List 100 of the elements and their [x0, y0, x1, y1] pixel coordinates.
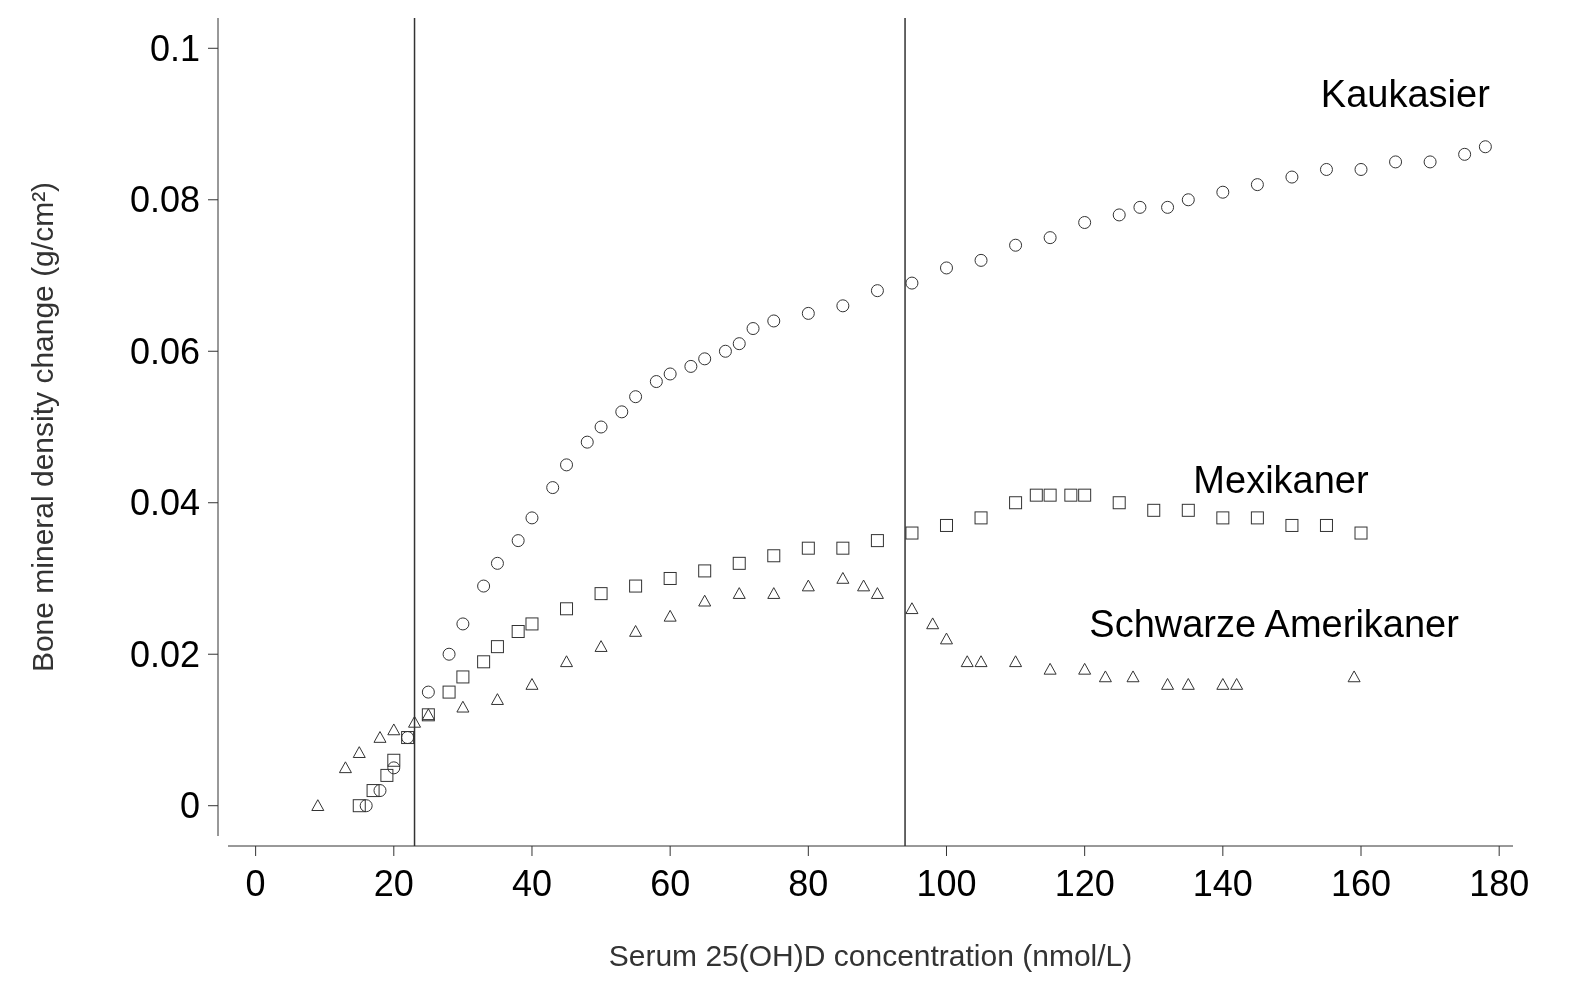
point [1319, 162, 1333, 176]
point [870, 284, 884, 298]
point [1354, 162, 1368, 176]
point [974, 253, 988, 267]
point [836, 299, 850, 313]
point [1078, 488, 1092, 502]
point [1078, 216, 1092, 229]
point [1347, 670, 1361, 683]
point [974, 511, 988, 525]
point [746, 322, 760, 336]
series-label: Kaukasier [1320, 72, 1491, 115]
point [580, 435, 594, 449]
point [801, 579, 815, 592]
point [380, 768, 394, 782]
point [1112, 496, 1126, 510]
point [1029, 488, 1043, 502]
point [870, 587, 884, 599]
point [870, 534, 884, 548]
point [960, 655, 974, 668]
y-axis-title: Bone mineral density change (g/cm²) [26, 181, 59, 673]
y-tick-label: 0.1 [149, 27, 200, 69]
point [594, 587, 608, 601]
x-tick-label: 60 [650, 863, 691, 904]
point [836, 541, 850, 555]
point [1181, 678, 1195, 690]
point [1285, 170, 1299, 184]
point [698, 352, 712, 366]
x-tick-label: 140 [1192, 863, 1253, 904]
point [387, 753, 401, 767]
point [663, 571, 677, 585]
y-tick-label: 0.06 [129, 330, 200, 372]
point [1161, 200, 1175, 214]
point [1354, 526, 1368, 540]
point [905, 602, 919, 615]
point [1216, 511, 1230, 525]
point [1064, 488, 1078, 502]
point [490, 640, 504, 654]
point [1181, 503, 1195, 517]
y-tick-label: 0.04 [129, 482, 200, 524]
point [1098, 670, 1112, 683]
point [511, 534, 525, 548]
point [366, 784, 380, 798]
point [1043, 231, 1057, 245]
point [767, 587, 781, 599]
point [926, 617, 940, 630]
point [1285, 518, 1299, 532]
point [373, 784, 387, 798]
point [387, 761, 401, 775]
point [698, 594, 712, 607]
point [939, 632, 953, 645]
x-tick-label: 120 [1054, 863, 1115, 904]
x-tick-label: 160 [1330, 863, 1392, 904]
point [767, 549, 781, 563]
point [857, 579, 871, 592]
point [1389, 155, 1403, 169]
point [629, 579, 643, 593]
point [560, 602, 574, 616]
point [408, 715, 422, 728]
point [525, 617, 539, 631]
point [477, 655, 491, 669]
point [1009, 496, 1023, 510]
point [490, 693, 504, 705]
x-tick-label: 40 [511, 863, 552, 904]
x-tick-label: 180 [1469, 863, 1530, 904]
x-tick-label: 20 [373, 863, 414, 904]
point [940, 261, 953, 275]
point [560, 458, 574, 472]
point [801, 541, 815, 555]
point [338, 761, 352, 774]
point [940, 518, 953, 532]
point [546, 481, 560, 495]
point [525, 678, 539, 690]
point [718, 344, 732, 358]
point [456, 700, 470, 713]
point [663, 609, 677, 622]
point [698, 564, 712, 578]
point [456, 617, 470, 631]
point [1181, 193, 1195, 207]
point [905, 526, 919, 540]
point [1147, 503, 1161, 517]
series-label: Schwarze Amerikaner [1089, 602, 1460, 645]
point [1009, 655, 1023, 668]
point [836, 571, 850, 584]
point [629, 625, 643, 637]
point [732, 587, 746, 599]
point [1161, 678, 1175, 690]
point [1216, 185, 1230, 199]
point [684, 359, 698, 373]
point [801, 306, 815, 320]
point [359, 799, 373, 813]
y-tick-label: 0.02 [129, 633, 200, 675]
point [732, 337, 746, 351]
point [352, 799, 366, 813]
point [1230, 678, 1244, 690]
point [1458, 147, 1472, 161]
point [1319, 518, 1333, 532]
point [352, 746, 366, 758]
point [311, 799, 325, 811]
point [1112, 208, 1126, 222]
point [442, 685, 456, 699]
